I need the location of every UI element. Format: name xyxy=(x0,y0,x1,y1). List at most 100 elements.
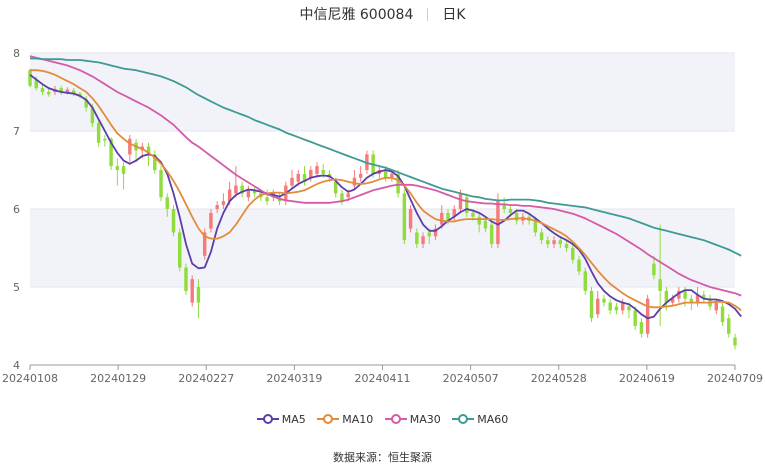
candle-body xyxy=(583,271,587,291)
candle-body xyxy=(190,279,194,303)
x-tick-label: 20240709 xyxy=(707,372,763,385)
candle-body xyxy=(446,212,450,221)
candle-body xyxy=(670,298,675,303)
candle-body xyxy=(596,298,600,315)
ma5-legend-icon xyxy=(256,414,279,424)
candle-body xyxy=(396,173,400,194)
candle-body xyxy=(246,189,251,198)
candle-body xyxy=(639,322,644,334)
candle-body xyxy=(689,298,694,303)
candle-body xyxy=(477,216,481,225)
candle-body xyxy=(202,232,207,256)
candle-body xyxy=(209,212,213,229)
candles xyxy=(28,68,737,350)
candle-body xyxy=(465,197,469,213)
candle-body xyxy=(664,290,669,303)
candle-body xyxy=(702,294,706,299)
y-tick-label: 4 xyxy=(13,359,20,372)
candle-body xyxy=(302,173,307,182)
ma10-legend-icon xyxy=(317,414,340,424)
background-band xyxy=(30,53,735,131)
candle-body xyxy=(47,92,51,95)
candle-body xyxy=(458,193,463,209)
candle-body xyxy=(358,173,363,178)
x-tick-label: 20240411 xyxy=(355,372,411,385)
ma60-line xyxy=(30,57,742,257)
candle-body xyxy=(352,177,357,186)
candle-body xyxy=(733,337,737,346)
candle-body xyxy=(184,267,188,291)
candle-body xyxy=(489,224,494,245)
candle-body xyxy=(727,318,731,334)
candle-body xyxy=(196,287,201,303)
legend-label-ma5: MA5 xyxy=(281,413,306,426)
candle-body xyxy=(633,310,637,326)
legend-label-ma60: MA60 xyxy=(477,413,509,426)
candle-body xyxy=(165,197,169,209)
candle-body xyxy=(90,107,95,124)
candle-body xyxy=(309,170,313,178)
ma30-line xyxy=(29,55,742,297)
candle-body xyxy=(315,166,319,174)
candle-body xyxy=(333,181,338,194)
chart-title: 中信尼雅 600084 xyxy=(299,7,414,23)
candle-body xyxy=(78,93,82,96)
candle-body xyxy=(84,99,88,108)
candle-body xyxy=(421,236,425,245)
background-bands xyxy=(30,53,735,287)
y-tick-label: 7 xyxy=(13,125,20,138)
candle-body xyxy=(146,146,151,155)
ma10-line xyxy=(30,69,742,312)
candle-body xyxy=(508,209,513,213)
candle-body xyxy=(427,232,432,237)
x-tick-label: 20240227 xyxy=(178,372,234,385)
candle-body xyxy=(159,170,163,198)
candle-body xyxy=(558,240,563,245)
candle-body xyxy=(171,209,176,233)
candle-body xyxy=(65,89,70,92)
x-tick-label: 20240619 xyxy=(619,372,675,385)
period-label: 日K xyxy=(442,7,466,23)
candle-body xyxy=(433,228,438,237)
legend-label-ma30: MA30 xyxy=(409,413,441,426)
candle-body xyxy=(533,220,538,233)
candle-body xyxy=(290,177,294,186)
candle-body xyxy=(683,290,687,299)
candle-body xyxy=(714,302,718,311)
background-band xyxy=(30,209,735,287)
candle-body xyxy=(483,220,488,229)
source-value: 恒生聚源 xyxy=(388,451,432,464)
candle-body xyxy=(215,205,219,209)
candle-body xyxy=(28,70,32,86)
candle-body xyxy=(652,263,656,276)
candle-body xyxy=(620,302,625,311)
candle-body xyxy=(602,298,606,303)
candle-body xyxy=(340,193,344,202)
candle-body xyxy=(227,189,232,202)
candle-body xyxy=(677,290,681,299)
legend-item-ma60[interactable]: MA60 xyxy=(452,413,508,426)
data-source: 数据来源：恒生聚源 xyxy=(0,449,765,465)
legend-item-ma5[interactable]: MA5 xyxy=(256,413,306,426)
candle-body xyxy=(71,90,76,94)
y-tick-label: 6 xyxy=(13,203,20,216)
candle-body xyxy=(571,248,575,260)
candle-body xyxy=(59,88,63,92)
ma60-legend-icon xyxy=(452,414,475,424)
legend-item-ma30[interactable]: MA30 xyxy=(384,413,441,426)
y-tick-label: 5 xyxy=(13,281,20,294)
ma30-legend-icon xyxy=(384,414,407,424)
candle-body xyxy=(471,212,475,217)
legend: MA5 MA10 MA30 MA60 xyxy=(0,413,765,426)
candle-body xyxy=(695,294,700,303)
candle-body xyxy=(265,197,269,202)
x-axis: 20240108 20240129 20240227 20240319 20240411… xyxy=(2,364,763,385)
x-tick-label: 20240507 xyxy=(443,372,499,385)
source-label: 数据来源： xyxy=(333,451,388,464)
candle-body xyxy=(614,306,619,311)
candle-body xyxy=(452,209,456,217)
legend-item-ma10[interactable]: MA10 xyxy=(317,413,373,426)
candle-body xyxy=(221,201,226,206)
candle-body xyxy=(96,123,101,143)
